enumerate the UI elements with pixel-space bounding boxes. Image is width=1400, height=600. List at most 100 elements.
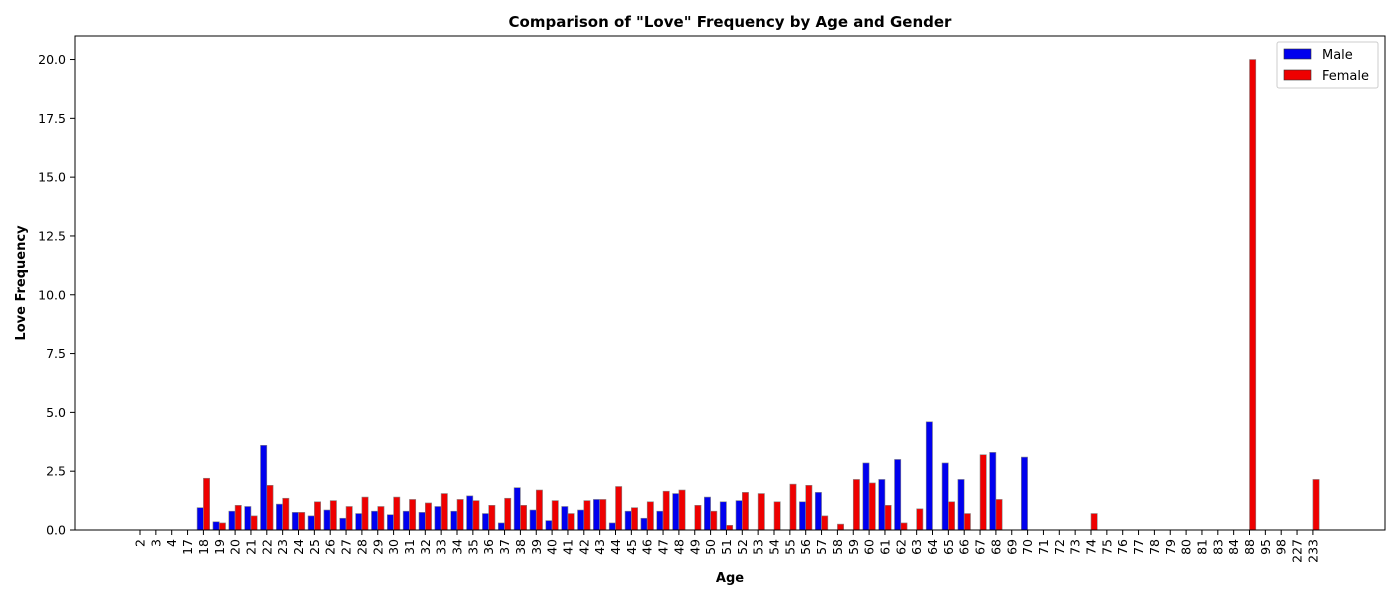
bar-female-21	[250, 515, 258, 531]
bar-female-26	[329, 500, 337, 531]
bar-female-36	[488, 504, 496, 531]
x-tick-label: 40	[545, 539, 560, 555]
bar-male-18	[196, 507, 204, 531]
x-tick-label: 69	[1004, 539, 1019, 555]
bar-male-34	[450, 510, 458, 531]
bar-female-45	[631, 507, 638, 531]
x-tick-label: 54	[767, 539, 782, 555]
bar-male-41	[561, 506, 569, 531]
x-tick-label: 35	[465, 539, 480, 555]
bar-female-34	[456, 499, 464, 531]
x-tick-label: 66	[957, 539, 972, 555]
bar-female-52	[741, 492, 749, 531]
bar-male-31	[402, 510, 410, 531]
bar-female-37	[504, 497, 512, 531]
x-tick-label: 29	[370, 539, 385, 555]
bar-male-33	[434, 506, 442, 531]
bar-female-18	[203, 477, 210, 531]
bar-female-38	[520, 504, 528, 531]
bar-male-47	[656, 510, 664, 531]
legend-label-male: Male	[1322, 48, 1353, 63]
x-tick-label: 24	[291, 539, 306, 555]
bar-male-35	[466, 495, 474, 531]
x-tick-label: 67	[973, 539, 988, 555]
bar-female-61	[884, 504, 892, 531]
x-tick-label: 23	[275, 539, 290, 555]
bar-male-62	[894, 459, 902, 531]
bar-female-28	[361, 496, 369, 531]
x-tick-label: 81	[1194, 539, 1209, 555]
bar-female-31	[409, 499, 417, 531]
bar-female-24	[298, 512, 306, 531]
x-tick-label: 72	[1052, 539, 1067, 555]
x-tick-label: 73	[1068, 539, 1083, 555]
bar-female-27	[345, 506, 353, 531]
bar-female-35	[472, 500, 480, 531]
y-tick-label: 15.0	[38, 170, 66, 185]
y-tick-label: 7.5	[46, 346, 66, 361]
y-tick-label: 0.0	[46, 523, 66, 538]
chart-title: Comparison of "Love" Frequency by Age an…	[509, 13, 953, 31]
x-tick-label: 50	[703, 539, 718, 555]
bar-female-53	[757, 493, 765, 531]
bar-female-48	[678, 489, 686, 531]
bar-male-39	[529, 509, 537, 531]
x-tick-label: 25	[307, 539, 322, 555]
bar-female-47	[662, 490, 670, 531]
x-tick-label: 53	[751, 539, 766, 555]
x-tick-label: 4	[164, 539, 179, 547]
bar-male-44	[608, 522, 616, 531]
x-tick-label: 233	[1305, 539, 1320, 563]
bar-female-74	[1090, 513, 1098, 531]
x-tick-label: 64	[925, 539, 940, 555]
bar-female-30	[393, 496, 401, 531]
bar-male-37	[497, 522, 505, 531]
x-tick-label: 17	[180, 539, 195, 555]
bar-male-50	[703, 496, 711, 531]
x-tick-label: 88	[1242, 539, 1257, 555]
x-axis-label: Age	[716, 571, 744, 586]
x-tick-label: 39	[529, 539, 544, 555]
y-tick-label: 5.0	[46, 405, 66, 420]
x-tick-label: 20	[228, 539, 243, 555]
bar-male-40	[545, 520, 553, 531]
bar-female-40	[551, 500, 559, 531]
bar-male-46	[640, 517, 648, 531]
x-tick-label: 83	[1210, 539, 1225, 555]
x-tick-label: 71	[1036, 539, 1051, 555]
x-tick-label: 98	[1274, 539, 1289, 555]
x-tick-label: 45	[624, 539, 639, 555]
bar-male-30	[386, 514, 394, 531]
bar-female-67	[979, 454, 987, 531]
x-tick-label: 76	[1115, 539, 1130, 555]
x-tick-label: 34	[450, 539, 465, 555]
x-tick-label: 60	[862, 539, 877, 555]
bar-male-26	[323, 509, 331, 531]
x-tick-label: 55	[782, 539, 797, 555]
y-tick-label: 2.5	[46, 464, 66, 479]
x-tick-label: 63	[909, 539, 924, 555]
x-tick-label: 58	[830, 539, 845, 555]
bar-male-19	[212, 521, 220, 531]
x-tick-label: 57	[814, 539, 829, 555]
bar-male-20	[228, 510, 236, 531]
x-tick-label: 18	[196, 539, 211, 555]
x-tick-label: 65	[941, 539, 956, 555]
bar-female-233	[1312, 479, 1320, 531]
x-tick-label: 32	[418, 539, 433, 555]
bar-female-49	[694, 504, 702, 531]
x-tick-label: 62	[893, 539, 908, 555]
x-tick-label: 30	[386, 539, 401, 555]
bar-male-64	[925, 421, 933, 531]
x-tick-label: 84	[1226, 539, 1241, 555]
y-axis-label: Love Frequency	[14, 225, 29, 341]
x-tick-label: 48	[671, 539, 686, 555]
x-tick-label: 44	[608, 539, 623, 555]
bar-female-43	[599, 499, 607, 531]
bar-female-20	[234, 504, 242, 531]
bar-female-57	[821, 515, 829, 531]
x-tick-label: 59	[846, 539, 861, 555]
x-tick-label: 51	[719, 539, 734, 555]
